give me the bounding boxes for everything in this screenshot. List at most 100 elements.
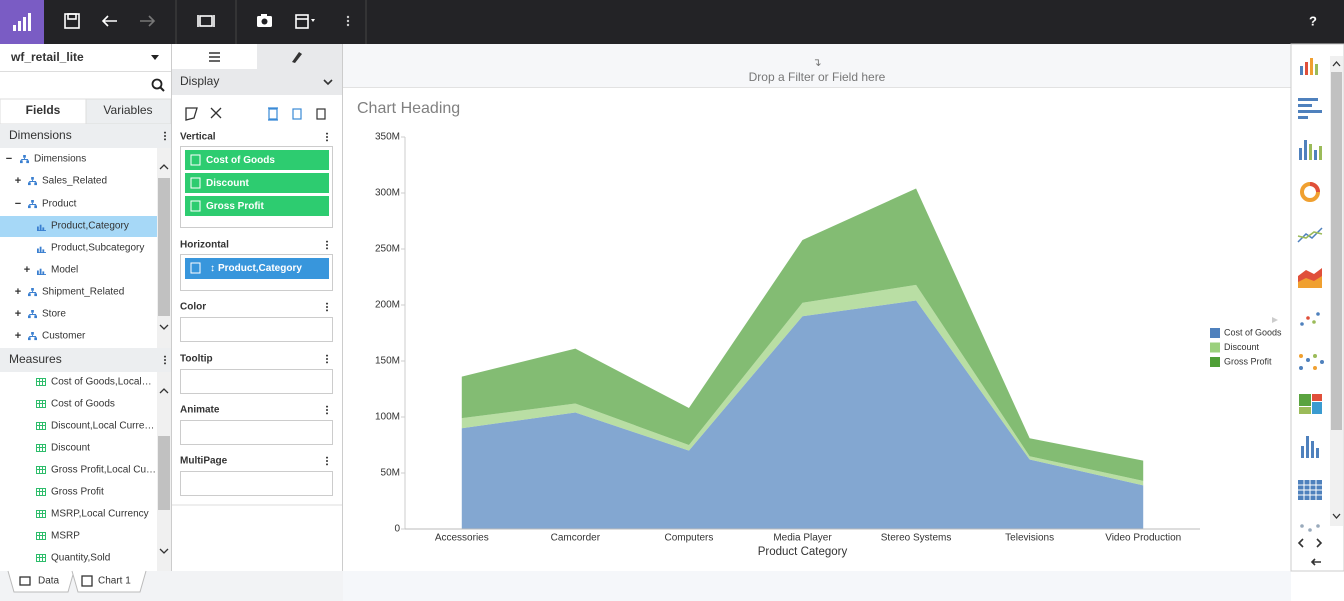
tab-label: Fields: [26, 103, 61, 117]
expander[interactable]: +: [15, 308, 21, 320]
bucket-menu[interactable]: [326, 132, 328, 142]
tab-label: Chart 1: [98, 576, 131, 587]
section-menu[interactable]: [164, 131, 166, 141]
measure-item[interactable]: Gross Profit,Local Cu…: [51, 465, 156, 476]
redo-button[interactable]: [140, 15, 156, 27]
area: [461, 300, 1144, 529]
tree-item[interactable]: Dimensions: [34, 154, 86, 165]
expander[interactable]: +: [15, 330, 21, 342]
scroll-thumb[interactable]: [158, 436, 170, 510]
chart: 0 50M 100M 150M 200M 250M 300M 350M Accessories C…: [375, 132, 1282, 558]
y-tick-label: 300M: [375, 188, 400, 199]
dropdown-caret[interactable]: [151, 55, 159, 60]
field-pill[interactable]: [185, 150, 329, 170]
scroll-arrows[interactable]: [1332, 61, 1341, 519]
help-button[interactable]: ?: [1309, 13, 1317, 28]
tab-label: Data: [38, 576, 60, 587]
tree-item[interactable]: Shipment_Related: [42, 287, 124, 298]
snapshot-button[interactable]: [257, 14, 272, 27]
bucket-title: Animate: [180, 405, 220, 416]
tree-item[interactable]: Sales_Related: [42, 176, 107, 187]
gallery-icons[interactable]: [1297, 58, 1324, 532]
tool-icon[interactable]: [185, 107, 198, 121]
logo[interactable]: [0, 0, 44, 44]
field-pill[interactable]: [185, 173, 329, 193]
y-tick-label: 100M: [375, 412, 400, 423]
expander[interactable]: −: [6, 153, 12, 165]
measure-item[interactable]: Cost of Goods,Local…: [51, 377, 152, 388]
scroll-arrows[interactable]: [159, 164, 169, 330]
status-strip: [343, 571, 1291, 601]
expander[interactable]: +: [15, 175, 21, 187]
bucket-menu[interactable]: [326, 240, 328, 250]
legend-label[interactable]: Cost of Goods: [1224, 327, 1282, 337]
layout-icons[interactable]: [268, 107, 326, 121]
measure-item[interactable]: Gross Profit: [51, 487, 104, 498]
field-pill[interactable]: [185, 196, 329, 216]
expander[interactable]: +: [15, 286, 21, 298]
tree-item[interactable]: Store: [42, 309, 66, 320]
expander[interactable]: −: [15, 198, 21, 210]
tab[interactable]: [7, 570, 75, 593]
measure-list: Cost of Goods,Local… Cost of Goods Discoun…: [36, 377, 156, 564]
bucket-menu[interactable]: [326, 405, 328, 415]
legend-swatch: [1210, 328, 1220, 338]
format-icon: [292, 52, 302, 63]
sort-icon[interactable]: ↕: [210, 263, 215, 274]
layout-button[interactable]: [197, 15, 215, 27]
tree-item[interactable]: Product: [42, 199, 77, 210]
bucket-menu[interactable]: [326, 302, 328, 312]
bucket[interactable]: [180, 420, 333, 445]
scroll-thumb[interactable]: [1331, 72, 1342, 430]
measure-item[interactable]: Discount,Local Curre…: [51, 421, 154, 432]
measure-item[interactable]: MSRP: [51, 531, 80, 542]
legend-scroll[interactable]: [1272, 317, 1278, 323]
legend-label[interactable]: Discount: [1224, 342, 1260, 352]
y-tick-label: 0: [394, 524, 400, 535]
tree-item[interactable]: Product,Category: [51, 221, 129, 232]
expander[interactable]: +: [24, 264, 30, 276]
tree-item[interactable]: Model: [51, 265, 78, 276]
tab[interactable]: [0, 98, 87, 125]
bucket[interactable]: [180, 369, 333, 394]
drop-zone-label: Drop a Filter or Field here: [749, 70, 886, 84]
scroll-arrows[interactable]: [159, 388, 169, 554]
legend-label[interactable]: Gross Profit: [1224, 356, 1272, 366]
measure-item[interactable]: Cost of Goods: [51, 399, 115, 410]
dimension-tree: − Dimensions + Sales_Related − Product Prod…: [6, 153, 145, 342]
bucket[interactable]: [180, 471, 333, 496]
legend-swatch: [1210, 342, 1220, 353]
x-tick-label: Computers: [664, 533, 713, 544]
display-row[interactable]: [172, 69, 342, 95]
bucket[interactable]: [180, 317, 333, 342]
search-button[interactable]: [151, 78, 165, 92]
x-tick-label: Televisions: [1005, 533, 1054, 544]
bucket-menu[interactable]: [326, 354, 328, 364]
measure-item[interactable]: Discount: [51, 443, 90, 454]
field-pill[interactable]: [185, 258, 329, 279]
tool-icon[interactable]: [210, 107, 222, 119]
view-button[interactable]: [295, 14, 315, 29]
measure-item[interactable]: Quantity,Sold: [51, 553, 110, 564]
scroll-thumb[interactable]: [158, 178, 170, 316]
field-pills: Cost of Goods Discount Gross Profit: [185, 150, 329, 216]
chevron[interactable]: [323, 79, 333, 86]
query-icon: [209, 52, 220, 62]
tab-label: Variables: [103, 103, 152, 117]
x-tick-label: Stereo Systems: [881, 533, 952, 544]
drop-zone[interactable]: [343, 44, 1291, 87]
tree-item[interactable]: Customer: [42, 331, 86, 342]
tab-icon: [81, 575, 93, 587]
save-button[interactable]: [64, 13, 80, 29]
section-menu[interactable]: [164, 355, 166, 365]
gallery-paging[interactable]: [1297, 538, 1323, 548]
datasource[interactable]: wf_retail_lite: [10, 50, 84, 64]
bucket-menu[interactable]: [326, 456, 328, 466]
tree-item[interactable]: Product,Subcategory: [51, 243, 144, 254]
more-button[interactable]: [346, 15, 350, 27]
collapse-button[interactable]: [1310, 558, 1321, 566]
bucket-title: Vertical: [180, 132, 216, 143]
undo-button[interactable]: [101, 15, 117, 27]
tab[interactable]: [85, 98, 172, 125]
measure-item[interactable]: MSRP,Local Currency: [51, 509, 149, 520]
